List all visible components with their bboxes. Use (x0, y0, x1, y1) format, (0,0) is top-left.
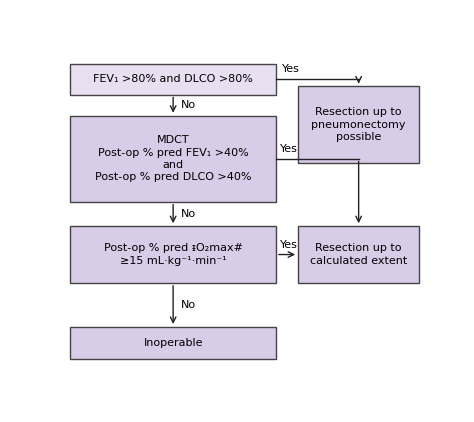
Text: FEV₁ >80% and DLCO >80%: FEV₁ >80% and DLCO >80% (93, 74, 253, 84)
Text: and: and (163, 160, 184, 170)
Text: possible: possible (336, 132, 381, 142)
FancyBboxPatch shape (70, 64, 276, 95)
Text: pneumonectomy: pneumonectomy (311, 119, 406, 130)
FancyBboxPatch shape (298, 226, 419, 283)
Text: Resection up to: Resection up to (315, 243, 402, 253)
Text: Inoperable: Inoperable (143, 338, 203, 348)
Text: MDCT: MDCT (157, 135, 190, 145)
Text: No: No (181, 300, 196, 310)
FancyBboxPatch shape (298, 87, 419, 163)
FancyBboxPatch shape (70, 116, 276, 202)
FancyBboxPatch shape (70, 226, 276, 283)
Text: No: No (181, 209, 196, 219)
Text: Post-op % pred FEV₁ >40%: Post-op % pred FEV₁ >40% (98, 148, 248, 157)
Text: ≥15 mL·kg⁻¹·min⁻¹: ≥15 mL·kg⁻¹·min⁻¹ (120, 256, 227, 266)
Text: Post-op % pred DLCO >40%: Post-op % pred DLCO >40% (95, 172, 251, 182)
Text: Yes: Yes (282, 64, 300, 74)
Text: No: No (181, 100, 196, 110)
Text: Yes: Yes (280, 144, 298, 154)
Text: Resection up to: Resection up to (315, 107, 402, 117)
Text: Yes: Yes (280, 240, 298, 250)
Text: Post-op % pred ᵻO₂max#: Post-op % pred ᵻO₂max# (104, 243, 243, 253)
FancyBboxPatch shape (70, 327, 276, 360)
Text: calculated extent: calculated extent (310, 256, 407, 266)
